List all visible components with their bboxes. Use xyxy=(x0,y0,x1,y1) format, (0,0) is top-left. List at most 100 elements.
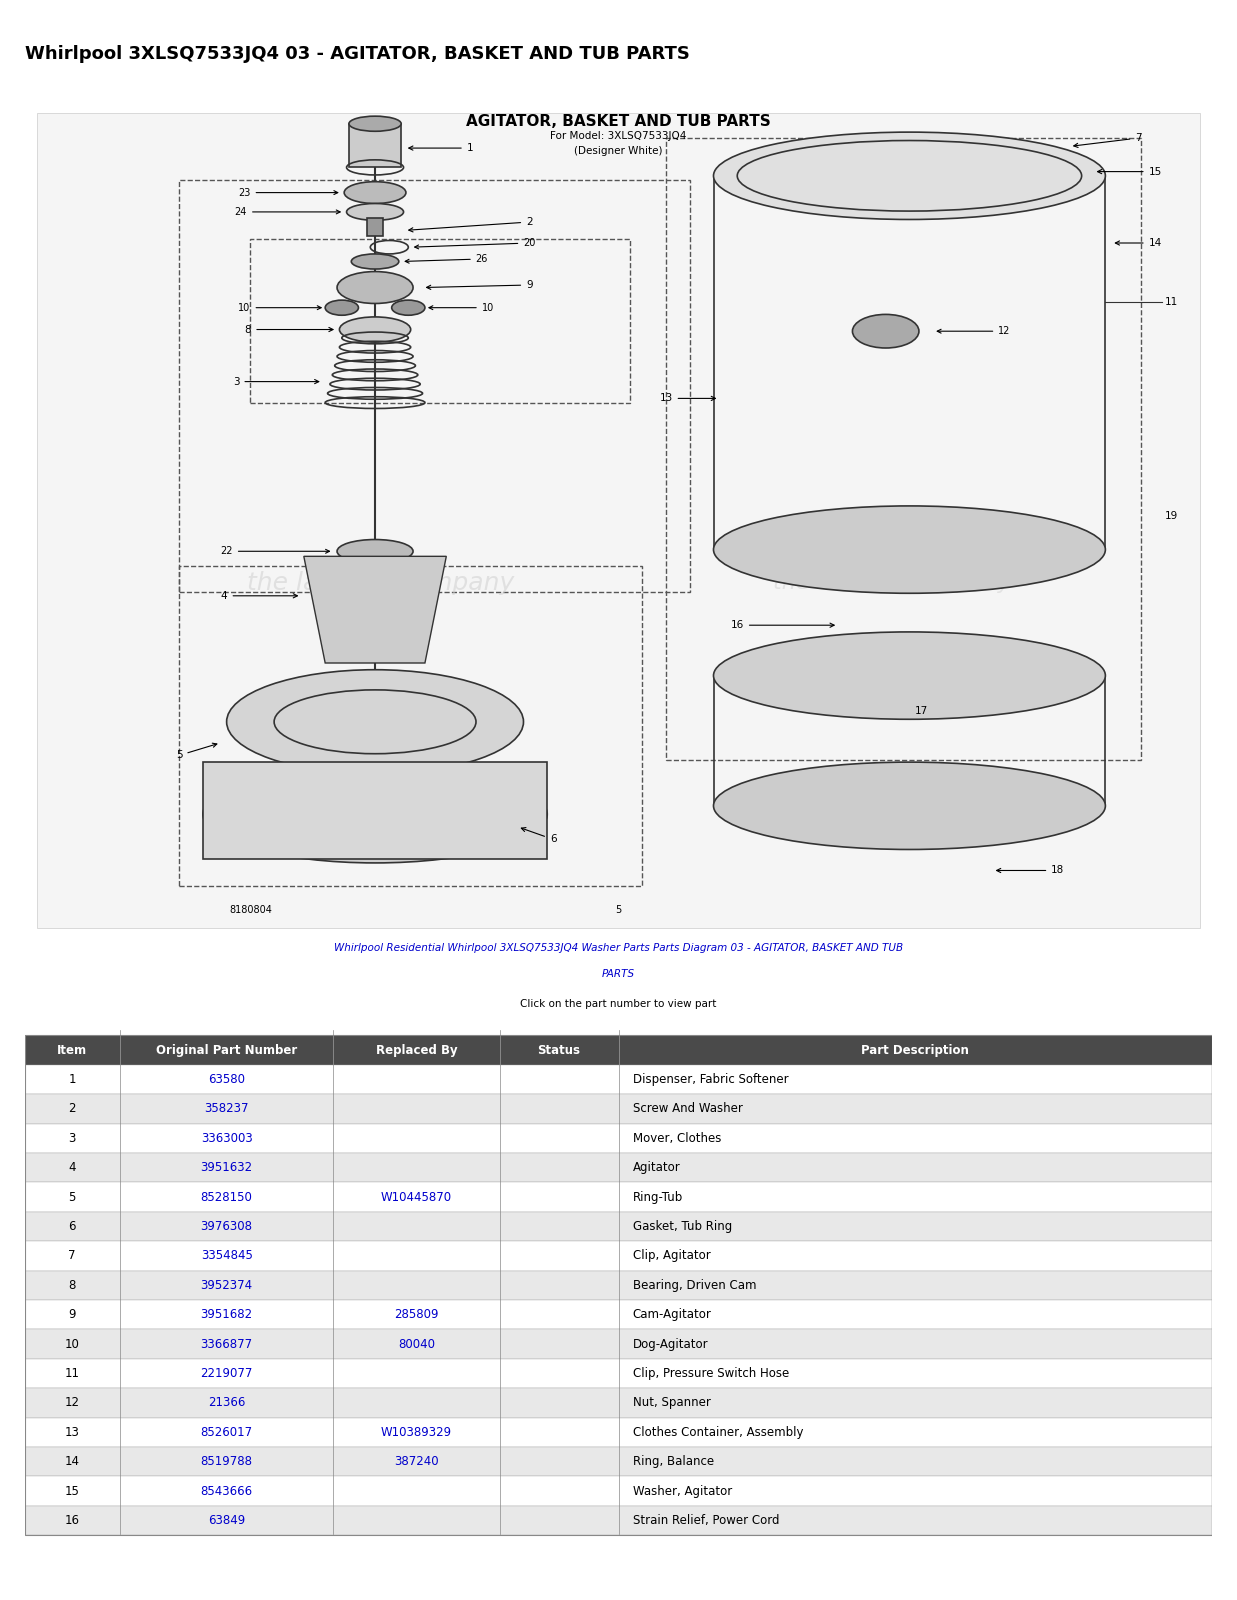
Text: 387240: 387240 xyxy=(395,1454,439,1469)
Bar xyxy=(25,1035,120,1064)
Text: 358237: 358237 xyxy=(204,1102,249,1115)
Text: 21366: 21366 xyxy=(208,1397,245,1410)
Text: 14: 14 xyxy=(64,1454,79,1469)
Text: 1: 1 xyxy=(68,1074,75,1086)
Text: For Model: 3XLSQ7533JQ4: For Model: 3XLSQ7533JQ4 xyxy=(550,131,687,141)
Text: Whirlpool 3XLSQ7533JQ4 03 - AGITATOR, BASKET AND TUB PARTS: Whirlpool 3XLSQ7533JQ4 03 - AGITATOR, BA… xyxy=(25,45,689,64)
Text: 15: 15 xyxy=(1097,166,1162,176)
Text: 3951632: 3951632 xyxy=(200,1162,252,1174)
Bar xyxy=(618,1035,1212,1064)
Text: 12: 12 xyxy=(938,326,1011,336)
Text: 3976308: 3976308 xyxy=(200,1219,252,1234)
Bar xyxy=(334,1035,500,1064)
Text: Ring, Balance: Ring, Balance xyxy=(633,1454,714,1469)
Text: 19: 19 xyxy=(1165,510,1178,522)
Text: 26: 26 xyxy=(406,254,489,264)
Text: 8543666: 8543666 xyxy=(200,1485,252,1498)
Text: 20: 20 xyxy=(414,238,536,250)
Text: Screw And Washer: Screw And Washer xyxy=(633,1102,742,1115)
Text: 80040: 80040 xyxy=(398,1338,435,1350)
Bar xyxy=(25,1182,1212,1211)
Bar xyxy=(25,1154,1212,1182)
Bar xyxy=(25,1477,1212,1506)
Text: 16: 16 xyxy=(64,1514,79,1526)
Bar xyxy=(120,1035,334,1064)
Text: 24: 24 xyxy=(235,206,340,218)
Text: Agitator: Agitator xyxy=(633,1162,680,1174)
Ellipse shape xyxy=(714,762,1106,850)
Bar xyxy=(25,1094,1212,1123)
Bar xyxy=(25,1035,1212,1536)
Bar xyxy=(25,1270,1212,1299)
Text: 6: 6 xyxy=(68,1219,75,1234)
Text: 63849: 63849 xyxy=(208,1514,245,1526)
FancyBboxPatch shape xyxy=(37,114,1200,928)
Ellipse shape xyxy=(852,314,919,349)
Bar xyxy=(25,1123,1212,1154)
Text: 63580: 63580 xyxy=(208,1074,245,1086)
Ellipse shape xyxy=(336,272,413,304)
Text: Clip, Pressure Switch Hose: Clip, Pressure Switch Hose xyxy=(633,1366,789,1379)
Text: 3951682: 3951682 xyxy=(200,1309,252,1322)
Text: the laundry company: the laundry company xyxy=(773,573,1011,594)
Text: 13: 13 xyxy=(64,1426,79,1438)
Ellipse shape xyxy=(344,182,406,203)
Text: (Designer White): (Designer White) xyxy=(574,147,663,157)
Text: 8: 8 xyxy=(245,325,333,334)
Bar xyxy=(25,1418,1212,1446)
Ellipse shape xyxy=(203,765,547,862)
Text: 3: 3 xyxy=(68,1131,75,1144)
Text: 10: 10 xyxy=(239,302,322,312)
Ellipse shape xyxy=(714,506,1106,594)
Text: W10445870: W10445870 xyxy=(381,1190,453,1203)
Text: 8528150: 8528150 xyxy=(200,1190,252,1203)
Bar xyxy=(25,1389,1212,1418)
Bar xyxy=(25,1330,1212,1358)
Text: Washer, Agitator: Washer, Agitator xyxy=(633,1485,732,1498)
Bar xyxy=(25,1242,1212,1270)
Text: Nut, Spanner: Nut, Spanner xyxy=(633,1397,710,1410)
Bar xyxy=(25,1506,1212,1536)
Text: Ring-Tub: Ring-Tub xyxy=(633,1190,683,1203)
Text: 285809: 285809 xyxy=(395,1309,439,1322)
Text: 13: 13 xyxy=(659,394,715,403)
Text: Part Description: Part Description xyxy=(861,1043,970,1056)
Text: 6: 6 xyxy=(521,827,557,845)
Text: 3363003: 3363003 xyxy=(200,1131,252,1144)
Text: Strain Relief, Power Cord: Strain Relief, Power Cord xyxy=(633,1514,779,1526)
Text: 23: 23 xyxy=(239,187,338,197)
Text: 9: 9 xyxy=(68,1309,75,1322)
Text: 11: 11 xyxy=(64,1366,79,1379)
Text: 16: 16 xyxy=(731,621,834,630)
Text: 18: 18 xyxy=(997,866,1065,875)
Text: Replaced By: Replaced By xyxy=(376,1043,458,1056)
Text: 2: 2 xyxy=(68,1102,75,1115)
Text: 8: 8 xyxy=(68,1278,75,1291)
Ellipse shape xyxy=(325,301,359,315)
Bar xyxy=(25,1358,1212,1389)
Text: 1: 1 xyxy=(408,142,474,154)
Ellipse shape xyxy=(339,317,411,342)
Text: Dog-Agitator: Dog-Agitator xyxy=(633,1338,709,1350)
Text: 2: 2 xyxy=(408,218,533,232)
Bar xyxy=(25,1064,1212,1094)
Text: 15: 15 xyxy=(64,1485,79,1498)
Bar xyxy=(500,1035,618,1064)
Text: Original Part Number: Original Part Number xyxy=(156,1043,297,1056)
Polygon shape xyxy=(304,557,447,662)
Text: Clothes Container, Assembly: Clothes Container, Assembly xyxy=(633,1426,803,1438)
Text: Clip, Agitator: Clip, Agitator xyxy=(633,1250,710,1262)
Text: 11: 11 xyxy=(1165,298,1178,307)
Text: the laundry company: the laundry company xyxy=(247,571,515,595)
Ellipse shape xyxy=(226,670,523,774)
Ellipse shape xyxy=(351,254,398,269)
Ellipse shape xyxy=(714,133,1106,219)
Text: Whirlpool Residential Whirlpool 3XLSQ7533JQ4 Washer Parts Parts Diagram 03 - AGI: Whirlpool Residential Whirlpool 3XLSQ753… xyxy=(334,942,903,954)
Text: 5: 5 xyxy=(176,742,216,760)
Text: Gasket, Tub Ring: Gasket, Tub Ring xyxy=(633,1219,732,1234)
Bar xyxy=(349,123,401,168)
Text: 10: 10 xyxy=(64,1338,79,1350)
Bar xyxy=(25,1299,1212,1330)
Text: Status: Status xyxy=(538,1043,580,1056)
Text: 2219077: 2219077 xyxy=(200,1366,252,1379)
